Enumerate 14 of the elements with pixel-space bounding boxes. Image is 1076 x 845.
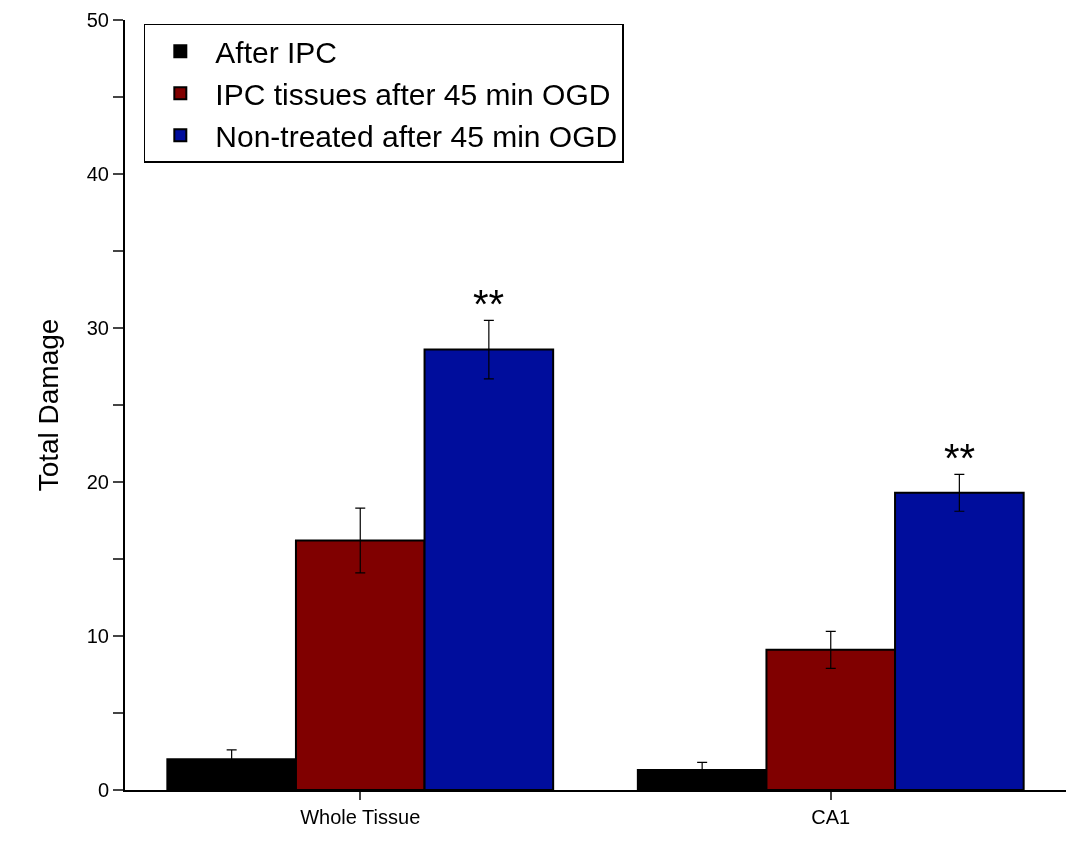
y-tick-label: 30 [86, 317, 109, 339]
y-tick-label: 10 [86, 625, 109, 647]
y-axis-title: Total Damage [32, 318, 64, 492]
annotation: ** [473, 282, 505, 326]
annotation: ** [944, 436, 976, 480]
y-tick-label: 40 [86, 163, 109, 185]
y-tick-label: 20 [86, 471, 109, 493]
legend-label: After IPC [215, 36, 338, 70]
x-tick-label: CA1 [811, 806, 851, 828]
y-tick-label: 0 [97, 779, 109, 801]
y-tick-label: 50 [86, 9, 109, 31]
legend-label: IPC tissues after 45 min OGD [215, 78, 611, 112]
legend-label: Non-treated after 45 min OGD [215, 120, 618, 154]
x-tick-label: Whole Tissue [300, 806, 421, 828]
